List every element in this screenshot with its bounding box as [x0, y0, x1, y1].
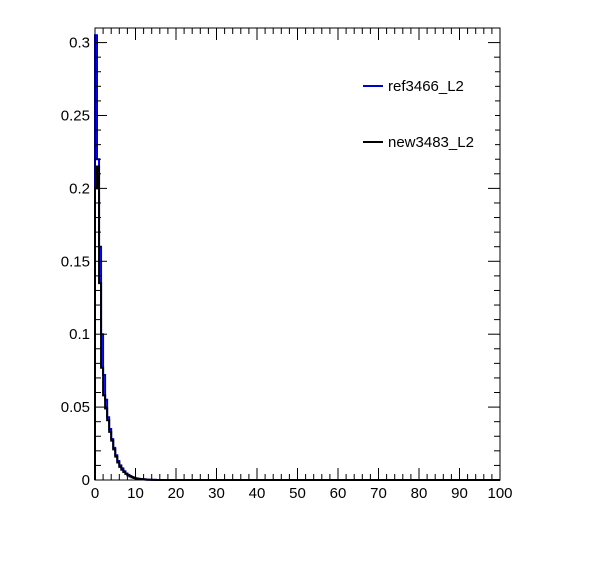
x-tick-label: 70 [370, 485, 387, 502]
x-tick-label: 60 [330, 485, 347, 502]
x-tick-label: 80 [411, 485, 428, 502]
legend-box [357, 68, 495, 168]
x-tick-label: 50 [289, 485, 306, 502]
y-tick-label: 0 [82, 472, 90, 489]
x-tick-label: 40 [249, 485, 266, 502]
y-tick-label: 0.25 [61, 107, 90, 124]
x-tick-label: 100 [487, 485, 512, 502]
x-tick-label: 30 [208, 485, 225, 502]
x-tick-label: 90 [451, 485, 468, 502]
series-layer [94, 34, 500, 481]
x-tick-label: 10 [127, 485, 144, 502]
y-tick-label: 0.3 [69, 35, 90, 52]
x-tick-label: 20 [168, 485, 185, 502]
y-tick-label: 0.1 [69, 326, 90, 343]
legend-label-0: ref3466_L2 [388, 78, 464, 95]
ticks-layer: 0 10 20 30 40 50 60 70 80 90 100 0 0.05 0.1 0.15 0.2 0.2… [61, 27, 513, 502]
y-tick-label: 0.05 [61, 399, 90, 416]
legend: ref3466_L2 new3483_L2 [357, 68, 495, 168]
series-line-1 [94, 165, 500, 481]
legend-label-1: new3483_L2 [388, 134, 474, 151]
y-tick-label: 0.15 [61, 253, 90, 270]
x-tick-label: 0 [91, 485, 99, 502]
y-tick-label: 0.2 [69, 180, 90, 197]
